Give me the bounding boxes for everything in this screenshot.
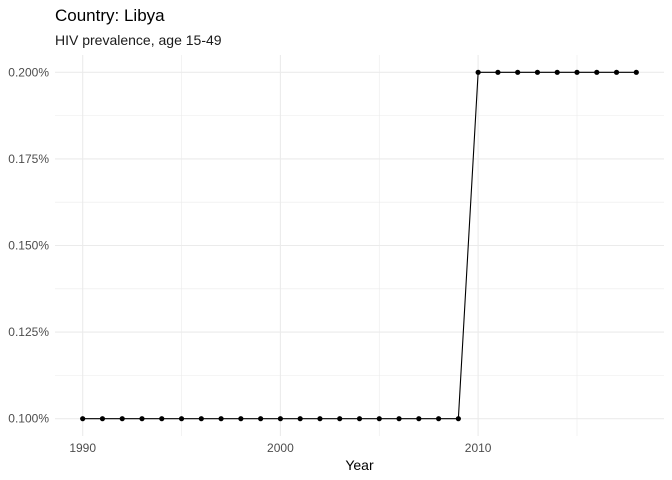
series-group: [80, 69, 639, 422]
y-axis-tick-labels: 0.100% 0.125% 0.150% 0.175% 0.200%: [8, 65, 49, 425]
major-gridlines: [55, 55, 664, 436]
data-point: [218, 416, 224, 422]
x-tick-label: 2000: [267, 441, 294, 455]
chart-title: Country: Libya: [55, 6, 165, 25]
data-point: [416, 416, 422, 422]
data-point: [376, 416, 382, 422]
data-point: [475, 69, 481, 75]
data-point: [574, 69, 580, 75]
data-point: [356, 416, 363, 422]
y-tick-label: 0.200%: [8, 65, 49, 79]
data-point: [435, 416, 442, 422]
y-tick-label: 0.150%: [8, 239, 49, 253]
y-tick-label: 0.175%: [8, 152, 49, 166]
x-tick-label: 1990: [69, 441, 96, 455]
x-axis-tick-labels: 1990 2000 2010: [69, 441, 491, 455]
data-point: [80, 416, 86, 422]
data-point: [258, 416, 264, 422]
data-point: [238, 416, 244, 422]
chart-subtitle: HIV prevalence, age 15-49: [55, 32, 222, 48]
data-point: [198, 416, 204, 422]
data-point: [178, 416, 185, 422]
y-tick-label: 0.100%: [8, 412, 49, 426]
data-point: [297, 416, 303, 422]
data-point: [159, 416, 165, 422]
data-point: [119, 416, 125, 422]
x-axis-title: Year: [345, 457, 374, 473]
data-point: [594, 69, 600, 75]
y-tick-label: 0.125%: [8, 325, 49, 339]
data-point: [554, 69, 560, 75]
data-point: [317, 416, 323, 422]
x-tick-label: 2010: [465, 441, 492, 455]
data-point: [396, 416, 402, 422]
data-point: [633, 69, 639, 75]
data-point: [337, 416, 343, 422]
data-point: [139, 416, 145, 422]
data-point: [515, 69, 521, 75]
data-point: [534, 69, 541, 75]
data-point: [495, 69, 501, 75]
data-point: [99, 416, 106, 422]
minor-gridlines: [55, 55, 664, 436]
data-point: [455, 416, 461, 422]
data-point: [277, 416, 284, 422]
data-point: [613, 69, 620, 75]
